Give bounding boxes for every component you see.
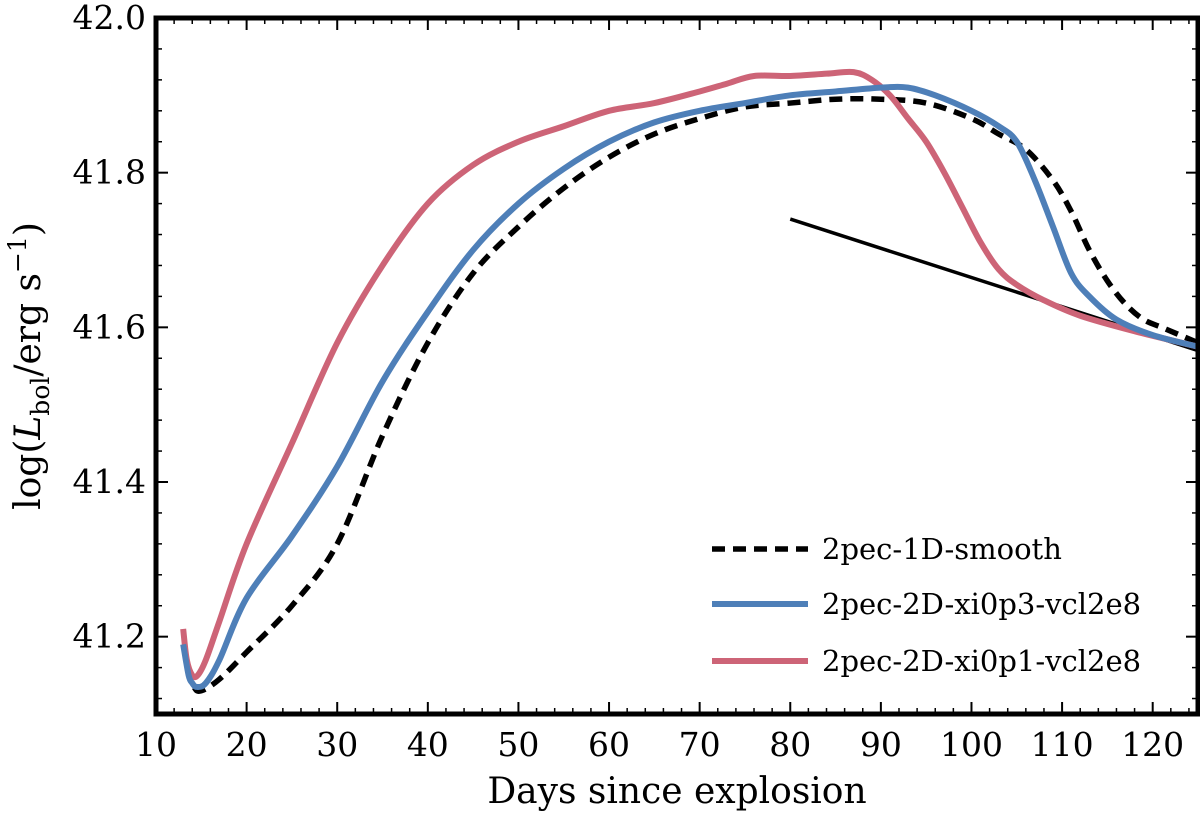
legend-label: 2pec-2D-xi0p1-vcl2e8 — [822, 644, 1141, 678]
series-line-2pec-2D-xi0p3-vcl2e8 — [180, 83, 1198, 690]
y-tick-label: 42.0 — [73, 0, 146, 37]
x-tick-label: 20 — [226, 725, 268, 764]
tick-label-layer: 10 20 30 40 50 60 70 80 90 100 110 120 41.2 41.4 41.6 4… — [73, 0, 1185, 764]
y-tick-label: 41.6 — [73, 307, 146, 346]
y-tick-label: 41.8 — [73, 153, 146, 192]
legend-label: 2pec-2D-xi0p3-vcl2e8 — [822, 587, 1141, 621]
x-tick-label: 90 — [860, 725, 902, 764]
x-tick-label: 70 — [679, 725, 721, 764]
x-tick-label: 100 — [940, 725, 1003, 764]
y-axis-title: log(Lbol/erg s−1) — [3, 222, 55, 510]
x-tick-label: 80 — [769, 725, 811, 764]
y-tick-label: 41.4 — [73, 462, 146, 501]
plot-frame — [153, 15, 1200, 717]
x-tick-label: 120 — [1121, 725, 1184, 764]
legend-label: 2pec-1D-smooth — [822, 532, 1062, 566]
x-tick-label: 60 — [588, 725, 630, 764]
series-layer — [180, 68, 1198, 695]
x-tick-label: 40 — [407, 725, 449, 764]
x-axis-title: Days since explosion — [487, 771, 866, 812]
x-tick-label: 50 — [497, 725, 539, 764]
x-tick-label: 110 — [1031, 725, 1094, 764]
x-tick-label: 10 — [135, 725, 177, 764]
x-tick-label: 30 — [316, 725, 358, 764]
series-line-2pec-2D-xi0p1-vcl2e8 — [180, 68, 1198, 681]
legend: 2pec-1D-smooth 2pec-2D-xi0p3-vcl2e8 2pec-2… — [712, 532, 1141, 678]
y-tick-label: 41.2 — [73, 617, 146, 656]
